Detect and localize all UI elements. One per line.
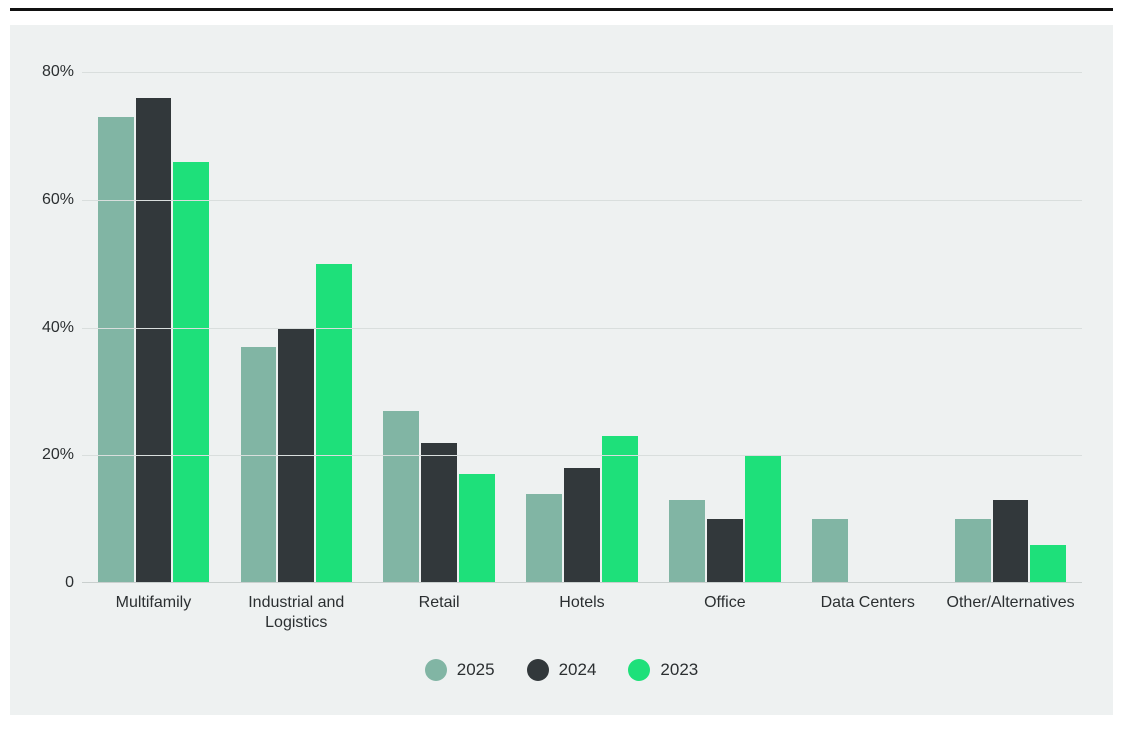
- legend-swatch: [527, 659, 549, 681]
- y-tick-label: 80%: [42, 63, 82, 81]
- category-group: [669, 53, 780, 583]
- x-axis-baseline: [82, 582, 1082, 583]
- y-tick-label: 20%: [42, 446, 82, 464]
- bar: [669, 500, 705, 583]
- bar: [564, 468, 600, 583]
- bar: [136, 98, 172, 583]
- bar: [316, 264, 352, 583]
- bar: [707, 519, 743, 583]
- x-axis-labels: MultifamilyIndustrial and LogisticsRetai…: [82, 593, 1082, 643]
- bar: [459, 474, 495, 583]
- bar: [98, 117, 134, 583]
- category-group: [955, 53, 1066, 583]
- y-tick-label: 0: [65, 574, 82, 592]
- gridline: [82, 200, 1082, 201]
- legend: 2025 2024 2023: [10, 659, 1113, 681]
- gridline: [82, 455, 1082, 456]
- x-tick-label: Data Centers: [796, 593, 939, 613]
- chart-panel: MultifamilyIndustrial and LogisticsRetai…: [10, 25, 1113, 715]
- gridline: [82, 328, 1082, 329]
- category-group: [526, 53, 637, 583]
- x-tick-label: Multifamily: [82, 593, 225, 613]
- plot-area: MultifamilyIndustrial and LogisticsRetai…: [82, 53, 1082, 583]
- bar: [241, 347, 277, 583]
- bar: [955, 519, 991, 583]
- bar: [383, 411, 419, 583]
- x-tick-label: Hotels: [511, 593, 654, 613]
- y-tick-label: 60%: [42, 191, 82, 209]
- gridline: [82, 72, 1082, 73]
- top-rule: [10, 8, 1113, 11]
- legend-item: 2024: [527, 659, 597, 681]
- legend-item: 2025: [425, 659, 495, 681]
- x-tick-label: Retail: [368, 593, 511, 613]
- bar: [602, 436, 638, 583]
- legend-swatch: [425, 659, 447, 681]
- bar: [421, 443, 457, 583]
- category-group: [812, 53, 923, 583]
- x-tick-label: Office: [653, 593, 796, 613]
- x-tick-label: Industrial and Logistics: [225, 593, 368, 633]
- bar: [745, 455, 781, 583]
- legend-label: 2024: [559, 660, 597, 680]
- category-group: [241, 53, 352, 583]
- category-group: [383, 53, 494, 583]
- bar: [812, 519, 848, 583]
- y-tick-label: 40%: [42, 319, 82, 337]
- category-group: [98, 53, 209, 583]
- legend-label: 2025: [457, 660, 495, 680]
- x-tick-label: Other/Alternatives: [939, 593, 1082, 613]
- bar: [993, 500, 1029, 583]
- bar: [173, 162, 209, 583]
- bar: [1030, 545, 1066, 583]
- legend-item: 2023: [628, 659, 698, 681]
- bar: [526, 494, 562, 583]
- bars-layer: [82, 53, 1082, 583]
- legend-label: 2023: [660, 660, 698, 680]
- legend-swatch: [628, 659, 650, 681]
